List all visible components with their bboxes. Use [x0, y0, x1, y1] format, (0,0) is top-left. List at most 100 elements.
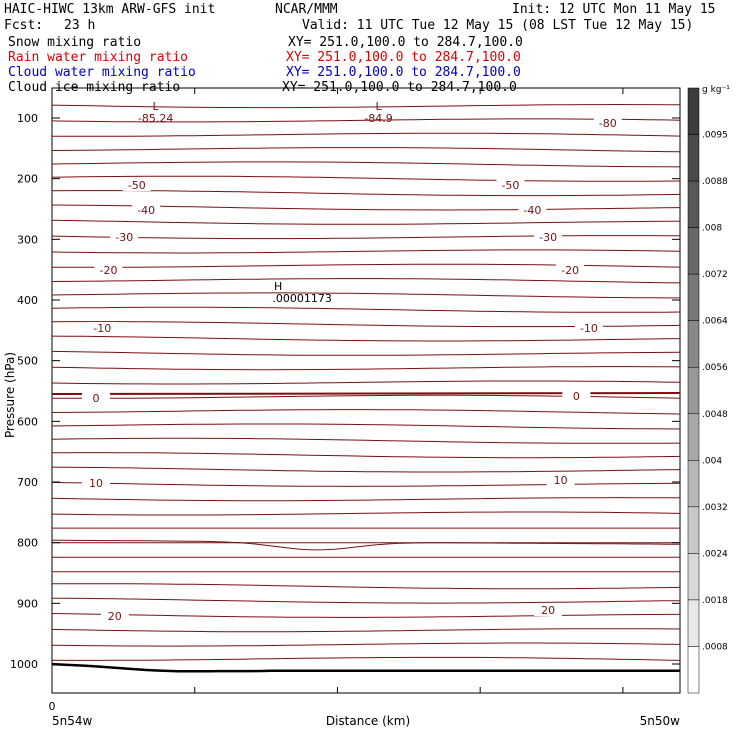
isotherm-line: [52, 132, 681, 137]
forecast-hour: 23 h: [64, 18, 96, 33]
extremum-value: -84.9: [364, 112, 392, 125]
contour-label: -40: [523, 204, 541, 217]
isotherm-line: [51, 175, 681, 182]
isotherm-line: [51, 278, 681, 284]
isotherm-line: [51, 147, 681, 153]
isotherm-line: [51, 235, 681, 240]
colorbar-label: .0024: [702, 549, 728, 559]
colorbar-label: .0072: [702, 270, 728, 280]
colorbar-swatch: [687, 273, 700, 321]
y-tick-label: 1000: [10, 658, 38, 671]
colorbar-swatch: [687, 227, 700, 275]
field-name-cloud-water: Cloud water mixing ratio: [8, 65, 196, 80]
contour-label: 10: [89, 477, 103, 490]
colorbar-label: .0032: [702, 503, 728, 513]
contour-label: -30: [539, 231, 557, 244]
field-xy-cloud-water: XY= 251.0,100.0 to 284.7,100.0: [286, 65, 521, 80]
extremum-value: -85.24: [138, 112, 173, 125]
y-tick-label: 700: [17, 476, 38, 489]
contour-label: -30: [115, 231, 133, 244]
colorbar-label: .0056: [702, 363, 728, 373]
isotherm-line: [51, 219, 680, 225]
contour-label: 0: [92, 392, 99, 405]
contour-label-bg: [81, 392, 110, 404]
colorbar-unit: g kg⁻¹: [702, 85, 730, 95]
extremum-type: L: [153, 100, 160, 113]
field-name-snow: Snow mixing ratio: [8, 35, 142, 50]
y-tick-label: 300: [17, 233, 38, 246]
isotherm-line: [51, 380, 681, 385]
contour-label: -10: [580, 322, 598, 335]
x-zero-label: 0: [49, 700, 56, 713]
extremum-type: L: [375, 100, 382, 113]
contour-label-bg: [132, 204, 161, 216]
contour-layer: -80 -50 -50 -40 -40 -30 -30 -20 -20 -10 -10 0 0 10 10 2…: [51, 100, 681, 673]
isotherm-line: [51, 306, 681, 313]
contour-label-bg: [593, 117, 622, 129]
extremum-type: H: [274, 280, 282, 293]
contour-label: -10: [93, 322, 111, 335]
contour-label-bg: [100, 610, 129, 622]
colorbar-label: .0064: [702, 317, 728, 327]
isotherm-line: [51, 263, 681, 268]
isotherm-line: [51, 481, 681, 487]
y-tick-label: 800: [17, 537, 38, 550]
isotherm-line: [51, 249, 681, 254]
contour-label: -50: [128, 179, 146, 192]
isotherm-line: [51, 118, 681, 123]
isotherm-line: [51, 423, 681, 430]
contour-label: -20: [100, 264, 118, 277]
colorbar-swatch: [687, 180, 700, 228]
colorbar-swatch: [687, 506, 700, 554]
contour-label-bg: [122, 179, 151, 191]
isotherm-line: [51, 628, 681, 633]
isotherm-line: [51, 642, 681, 647]
field-name-rain: Rain water mixing ratio: [8, 50, 189, 65]
x-end-label: 5n50w: [640, 714, 681, 728]
organization: NCAR/MMM: [275, 2, 338, 17]
y-tick-label: 100: [17, 112, 38, 125]
colorbar-label: .0088: [702, 177, 728, 187]
isotherm-line: [51, 583, 681, 590]
init-time: Init: 12 UTC Mon 11 May 15: [512, 2, 716, 17]
y-tick-label: 200: [17, 173, 38, 186]
colorbar-label: .0008: [702, 642, 728, 652]
contour-label: -50: [501, 179, 519, 192]
colorbar-label: .0095: [702, 131, 728, 141]
isotherm-line: [51, 437, 681, 444]
isotherm-line: [51, 511, 681, 516]
y-tick-label: 600: [17, 415, 38, 428]
isotherm-line: [51, 366, 681, 371]
isotherm-line: [51, 161, 681, 168]
contour-label-bg: [110, 231, 139, 243]
isotherm-line: [51, 613, 680, 618]
contour-label: 10: [554, 474, 568, 487]
contour-label: 20: [108, 610, 122, 623]
isotherm-line: [51, 190, 681, 197]
isotherm-line: [51, 103, 681, 109]
contour-label-bg: [518, 204, 547, 216]
colorbar-swatch: [687, 320, 700, 368]
y-axis-title: Pressure (hPa): [3, 352, 17, 438]
contour-label: 20: [541, 604, 555, 617]
isotherm-line: [51, 597, 681, 604]
contour-label-bg: [546, 474, 575, 486]
colorbar-label: .0048: [702, 410, 728, 420]
contour-label-bg: [496, 179, 525, 191]
valid-time: Valid: 11 UTC Tue 12 May 15 (08 LST Tue …: [302, 18, 694, 33]
contour-label-bg: [88, 322, 117, 334]
contour-label-bg: [94, 264, 123, 276]
contour-label-bg: [534, 604, 563, 616]
extremum-value: .00001173: [272, 292, 332, 305]
isotherm-line: [51, 497, 681, 502]
colorbar-label: .0018: [702, 596, 728, 606]
contour-label: -20: [561, 264, 579, 277]
colorbar-swatch: [687, 134, 700, 182]
colorbar-swatch: [687, 413, 700, 461]
colorbar-swatch: [687, 87, 700, 135]
colorbar-swatch: [687, 460, 700, 508]
isotherm-line: [52, 452, 681, 459]
colorbar-label: .004: [702, 456, 722, 466]
